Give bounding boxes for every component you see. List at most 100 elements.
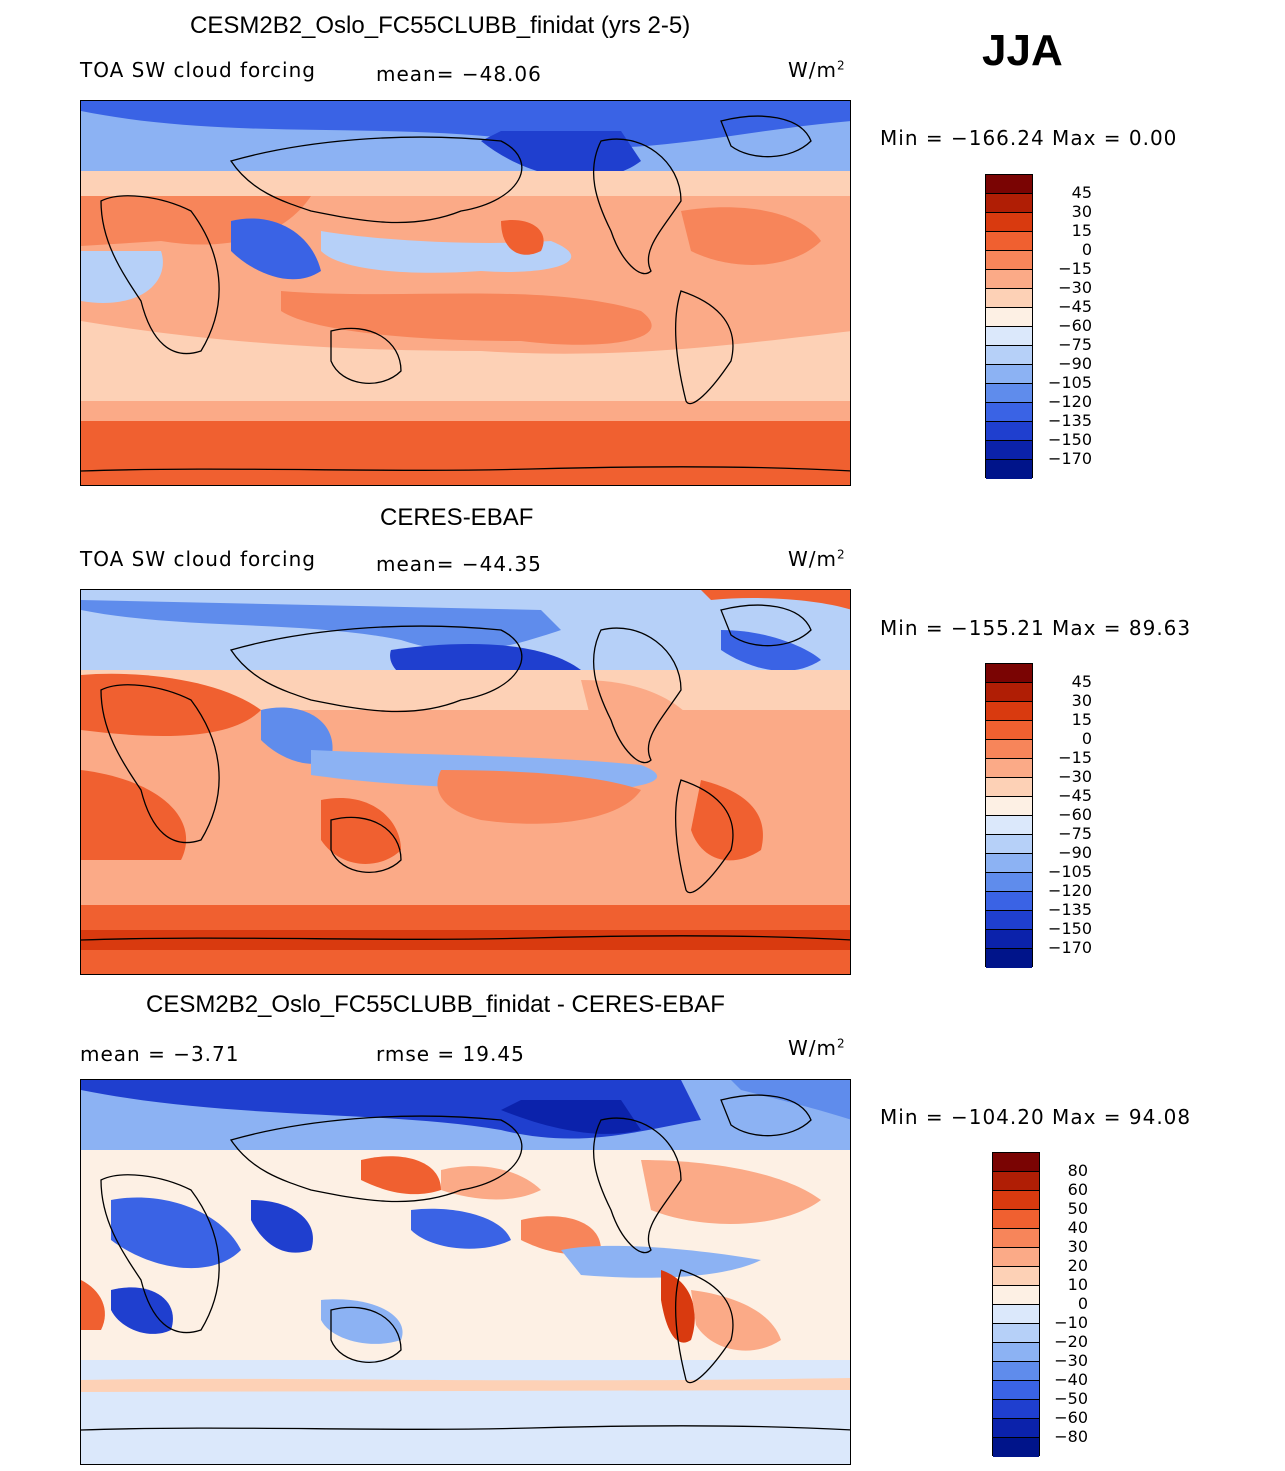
panel-2-map	[80, 589, 851, 975]
colorbar-label: −150	[1048, 430, 1092, 449]
colorbar-label: 30	[1071, 691, 1092, 710]
panel-2-mean-label: mean= −44.35	[376, 552, 542, 576]
colorbar-label: −20	[1054, 1332, 1088, 1351]
colorbar-label: 0	[1077, 1294, 1088, 1313]
colorbar-swatch	[993, 1324, 1039, 1343]
colorbar-label: −75	[1058, 335, 1092, 354]
panel-2-title: CERES-EBAF	[380, 504, 534, 531]
colorbar-swatch	[986, 949, 1032, 968]
colorbar-label: 45	[1071, 672, 1092, 691]
colorbar-label: −60	[1058, 805, 1092, 824]
colorbar-label: −40	[1054, 1370, 1088, 1389]
colorbar-swatch	[986, 194, 1032, 213]
colorbar-label: −30	[1054, 1351, 1088, 1370]
colorbar-label: −15	[1058, 748, 1092, 767]
colorbar-label: −60	[1058, 316, 1092, 335]
panel-1-mean-label: mean= −48.06	[376, 62, 542, 86]
colorbar-label: −30	[1058, 767, 1092, 786]
colorbar-swatch	[986, 892, 1032, 911]
colorbar-swatch	[993, 1286, 1039, 1305]
colorbar-swatch	[986, 327, 1032, 346]
colorbar-swatch	[986, 213, 1032, 232]
colorbar-swatch	[986, 422, 1032, 441]
colorbar-label: −60	[1054, 1408, 1088, 1427]
colorbar-swatch	[986, 460, 1032, 479]
colorbar-label: −30	[1058, 278, 1092, 297]
panel-1-title: CESM2B2_Oslo_FC55CLUBB_finidat (yrs 2-5)	[190, 12, 691, 39]
panel-2-units: W/m2	[788, 547, 846, 571]
panel-3-colorbar	[992, 1152, 1040, 1457]
colorbar-swatch	[993, 1381, 1039, 1400]
colorbar-swatch	[986, 721, 1032, 740]
colorbar-swatch	[986, 664, 1032, 683]
colorbar-label: 80	[1067, 1161, 1088, 1180]
panel-2-variable-label: TOA SW cloud forcing	[80, 547, 316, 571]
colorbar-label: −135	[1048, 411, 1092, 430]
panel-3-title: CESM2B2_Oslo_FC55CLUBB_finidat - CERES-E…	[146, 991, 725, 1018]
panel-1-units: W/m2	[788, 58, 846, 82]
colorbar-swatch	[986, 683, 1032, 702]
colorbar-label: −120	[1048, 392, 1092, 411]
panel-3-rmse-label: rmse = 19.45	[376, 1042, 525, 1066]
colorbar-swatch	[993, 1305, 1039, 1324]
colorbar-label: −90	[1058, 843, 1092, 862]
panel-2-colorbar-labels: 45 30 15 0 −15 −30 −45 −60 −75 −90 −105 …	[1040, 674, 1092, 964]
season-label: JJA	[982, 26, 1063, 75]
colorbar-label: −170	[1048, 938, 1092, 957]
colorbar-swatch	[986, 702, 1032, 721]
panel-3-min-max: Min = −104.20 Max = 94.08	[880, 1105, 1192, 1129]
colorbar-swatch	[986, 797, 1032, 816]
colorbar-label: −120	[1048, 881, 1092, 900]
colorbar-label: 45	[1071, 183, 1092, 202]
colorbar-swatch	[993, 1248, 1039, 1267]
colorbar-label: −75	[1058, 824, 1092, 843]
colorbar-swatch	[986, 232, 1032, 251]
colorbar-label: −90	[1058, 354, 1092, 373]
colorbar-swatch	[986, 175, 1032, 194]
panel-1-map-field	[81, 101, 850, 485]
colorbar-swatch	[986, 251, 1032, 270]
colorbar-label: 50	[1067, 1199, 1088, 1218]
panel-1-min-max: Min = −166.24 Max = 0.00	[880, 126, 1178, 150]
colorbar-label: −105	[1048, 373, 1092, 392]
colorbar-swatch	[986, 854, 1032, 873]
colorbar-swatch	[993, 1229, 1039, 1248]
colorbar-swatch	[993, 1362, 1039, 1381]
colorbar-label: 20	[1067, 1256, 1088, 1275]
colorbar-label: −50	[1054, 1389, 1088, 1408]
panel-3-mean-label: mean = −3.71	[80, 1042, 240, 1066]
panel-1-variable-label: TOA SW cloud forcing	[80, 58, 316, 82]
colorbar-swatch	[993, 1153, 1039, 1172]
colorbar-label: −10	[1054, 1313, 1088, 1332]
colorbar-swatch	[986, 270, 1032, 289]
colorbar-swatch	[986, 346, 1032, 365]
colorbar-label: −170	[1048, 449, 1092, 468]
colorbar-swatch	[986, 289, 1032, 308]
colorbar-label: 60	[1067, 1180, 1088, 1199]
panel-1-colorbar	[985, 174, 1033, 479]
colorbar-label: 0	[1081, 240, 1092, 259]
panel-3-map-field	[81, 1080, 850, 1464]
colorbar-swatch	[986, 384, 1032, 403]
panel-3-colorbar-labels: 80 60 50 40 30 20 10 0 −10 −20 −30 −40 −…	[1040, 1163, 1088, 1453]
colorbar-swatch	[986, 911, 1032, 930]
colorbar-swatch	[986, 365, 1032, 384]
panel-2-min-max: Min = −155.21 Max = 89.63	[880, 616, 1192, 640]
colorbar-label: 0	[1081, 729, 1092, 748]
colorbar-label: −80	[1054, 1427, 1088, 1446]
colorbar-label: 30	[1071, 202, 1092, 221]
colorbar-swatch	[993, 1400, 1039, 1419]
panel-3-map	[80, 1079, 851, 1465]
colorbar-swatch	[986, 835, 1032, 854]
colorbar-swatch	[993, 1210, 1039, 1229]
colorbar-swatch	[986, 873, 1032, 892]
colorbar-label: −105	[1048, 862, 1092, 881]
colorbar-label: −45	[1058, 297, 1092, 316]
colorbar-label: −15	[1058, 259, 1092, 278]
colorbar-label: −45	[1058, 786, 1092, 805]
colorbar-swatch	[986, 403, 1032, 422]
colorbar-swatch	[986, 740, 1032, 759]
colorbar-swatch	[986, 816, 1032, 835]
panel-1-map	[80, 100, 851, 486]
colorbar-label: 15	[1071, 221, 1092, 240]
